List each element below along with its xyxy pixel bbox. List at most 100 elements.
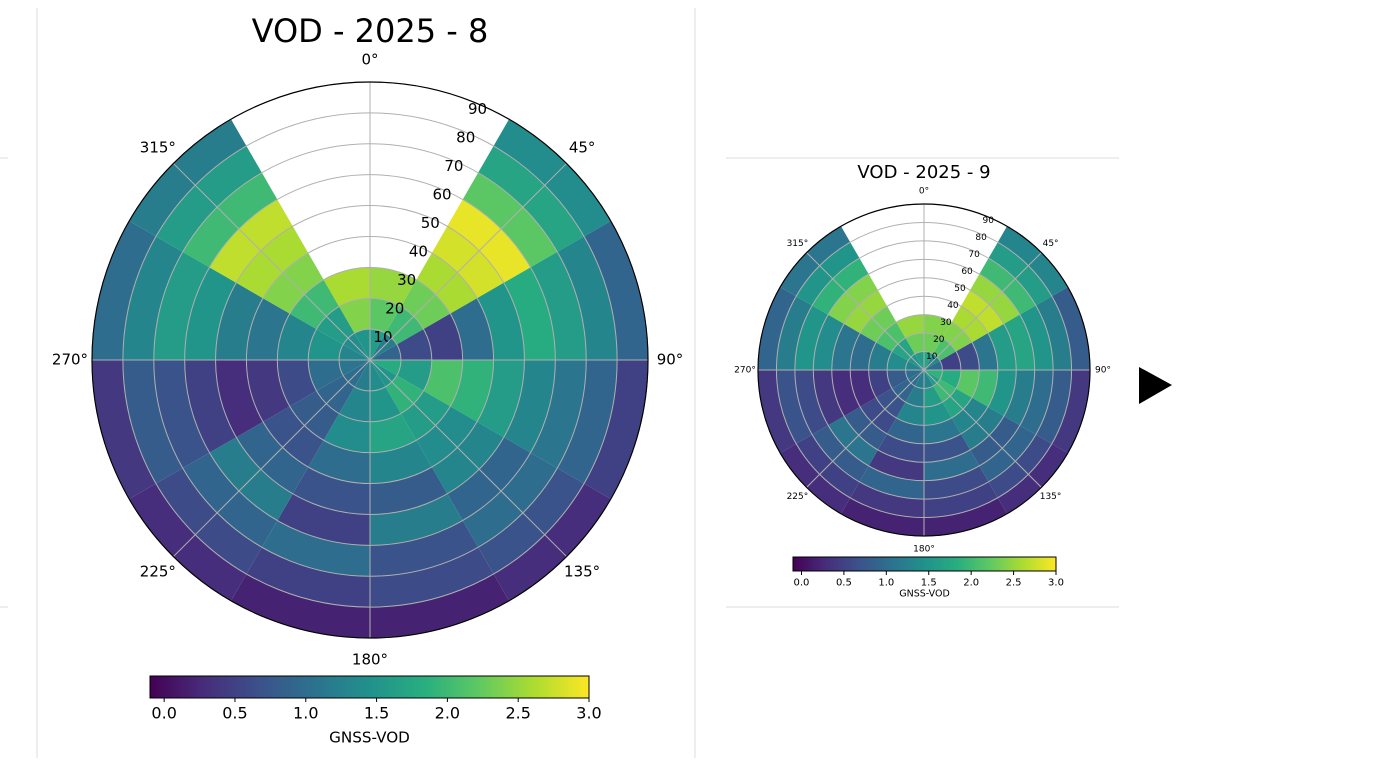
theta-tick-label: 180° [913,545,935,555]
r-tick-label: 70 [968,250,980,260]
heat-cell [354,360,370,391]
grid-spoke [369,163,567,361]
heat-cell [339,360,370,376]
heat-cell [776,296,813,370]
r-tick-label: 60 [961,267,973,277]
r-tick-label: 30 [940,318,952,328]
heat-cell [924,497,1007,536]
heat-cell [184,360,237,453]
heat-cell [850,333,877,370]
colorbar-tick-label: 1.5 [364,704,389,723]
heat-cell [450,298,494,360]
theta-tick-label: 45° [1043,239,1059,249]
next-button[interactable] [1139,367,1172,404]
heat-cell [955,370,980,398]
heat-cell [530,251,587,360]
heat-cell [924,333,943,355]
heat-cell [423,313,463,360]
heat-cell [370,467,448,515]
heat-cell [924,360,943,370]
heat-cell [584,221,648,360]
heat-cell [339,386,370,422]
heat-cell [939,370,961,389]
r-tick-label: 80 [975,233,987,243]
heat-cell [850,370,877,407]
theta-tick-label: 45° [569,138,596,156]
theta-tick-label: 90° [657,351,684,369]
colorbar-tick-label: 2.0 [435,704,460,723]
heat-cell [530,360,587,469]
colorbar-tick-label: 0.5 [222,704,247,723]
colorbar-tick-label: 2.5 [505,704,530,723]
heat-cell [924,401,952,426]
heat-cell [914,351,924,370]
heat-cell [971,370,998,407]
heat-cell [246,547,370,608]
r-tick-label: 70 [444,157,463,175]
heat-cell [924,417,961,444]
heat-cell [868,370,893,398]
heat-cell [896,314,924,339]
heat-cell [396,360,432,391]
theta-tick-label: 0° [361,51,378,69]
heat-cell [971,333,998,370]
heat-cell [924,351,934,370]
heat-cell [557,360,618,484]
heat-cell [905,360,924,370]
heat-cell [924,481,998,518]
colorbar-tick-label: 0.0 [794,578,810,589]
r-tick-label: 90 [982,216,994,226]
heat-cell [924,314,952,339]
heat-cell [370,547,494,608]
heat-cell [955,342,980,370]
grid-spoke [923,369,1042,488]
colorbar-tick-label: 2.5 [1006,578,1022,589]
heat-cell [323,267,370,307]
r-tick-label: 40 [409,243,428,261]
heat-cell [868,342,893,370]
r-tick-label: 50 [954,284,966,294]
grid-spoke [173,163,371,361]
theta-tick-label: 270° [52,351,88,369]
heat-cell [794,305,829,370]
colorbar [149,675,590,699]
heat-cell [370,329,386,360]
heat-cell [758,370,797,453]
heat-cell [924,370,943,380]
heat-cell [924,385,943,407]
heat-cell [396,329,432,360]
heat-cell [584,360,648,499]
heat-cell [92,221,156,360]
heat-cell [339,344,370,360]
heat-cell [370,413,417,453]
theta-tick-label: 315° [787,239,809,249]
colorbar-tick-label: 0.5 [836,578,852,589]
r-tick-label: 10 [373,328,392,346]
grid-spoke [806,369,925,488]
colorbar-tick-label: 3.0 [576,704,601,723]
colorbar-label: GNSS-VOD [329,729,410,747]
heat-cell [1035,296,1072,370]
heat-cell [308,440,370,484]
heat-cell [308,329,344,360]
heat-cell [231,574,370,638]
heat-cell [758,287,797,370]
heat-cell [215,282,263,360]
heat-cell [370,386,401,422]
heat-cell [914,370,924,389]
chart-title: VOD - 2025 - 9 [857,162,990,183]
heat-cell [557,236,618,360]
heat-cell [896,401,924,426]
heat-cell [215,360,263,438]
heat-cell [277,493,370,546]
theta-tick-label: 180° [352,651,388,669]
colorbar-label: GNSS-VOD [899,589,950,600]
heat-cell [1003,314,1035,370]
heat-cell [477,282,525,360]
heat-cell [246,360,290,422]
heat-cell [887,370,909,389]
polar-frame [757,203,1091,537]
heat-cell [503,267,556,360]
heat-cell [122,236,183,360]
r-tick-label: 40 [947,301,959,311]
